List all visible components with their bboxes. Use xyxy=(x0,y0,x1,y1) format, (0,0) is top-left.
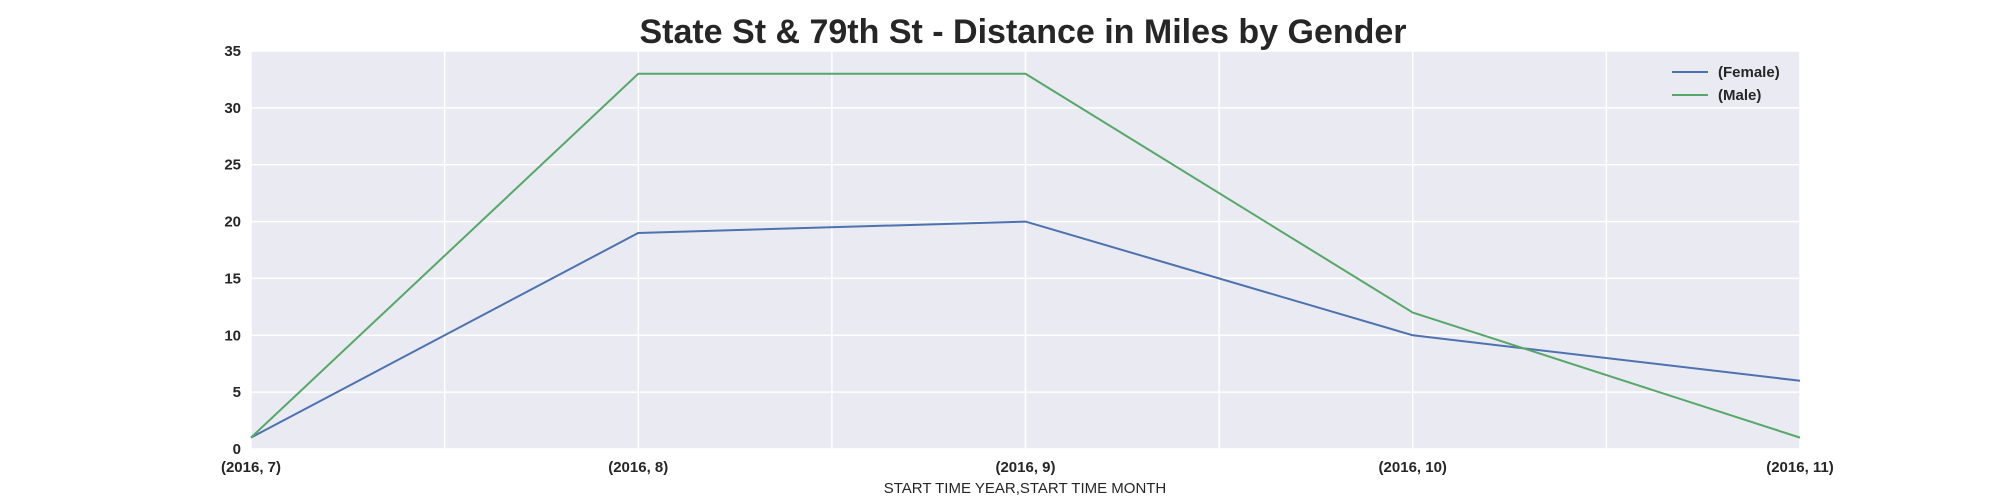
y-tick-label: 20 xyxy=(224,214,241,231)
x-tick-label: (2016, 9) xyxy=(995,459,1055,476)
y-tick-label: 35 xyxy=(224,43,241,60)
x-tick-label: (2016, 10) xyxy=(1379,459,1447,476)
y-axis-ticks: 0 5 10 15 20 25 30 35 xyxy=(224,43,241,458)
series-line xyxy=(250,220,1801,439)
legend-label: (Male) xyxy=(1718,87,1761,104)
x-axis-label: START TIME YEAR,START TIME MONTH xyxy=(884,480,1167,497)
series-line xyxy=(250,72,1801,439)
legend: (Female) (Male) xyxy=(1672,64,1780,104)
y-tick-label: 0 xyxy=(233,441,241,458)
x-tick-label: (2016, 8) xyxy=(608,459,668,476)
y-tick-label: 25 xyxy=(224,157,241,174)
y-tick-label: 30 xyxy=(224,100,241,117)
x-tick-label: (2016, 11) xyxy=(1766,459,1834,476)
data-series xyxy=(250,72,1801,439)
y-tick-label: 10 xyxy=(224,327,241,344)
grid-lines xyxy=(250,50,1801,450)
legend-label: (Female) xyxy=(1718,64,1780,81)
chart-title: State St & 79th St - Distance in Miles b… xyxy=(639,13,1406,51)
x-tick-label: (2016, 7) xyxy=(221,459,281,476)
y-tick-label: 15 xyxy=(224,270,241,287)
x-axis-ticks: (2016, 7) (2016, 8) (2016, 9) (2016, 10) (20… xyxy=(221,459,1834,476)
y-tick-label: 5 xyxy=(233,384,241,401)
